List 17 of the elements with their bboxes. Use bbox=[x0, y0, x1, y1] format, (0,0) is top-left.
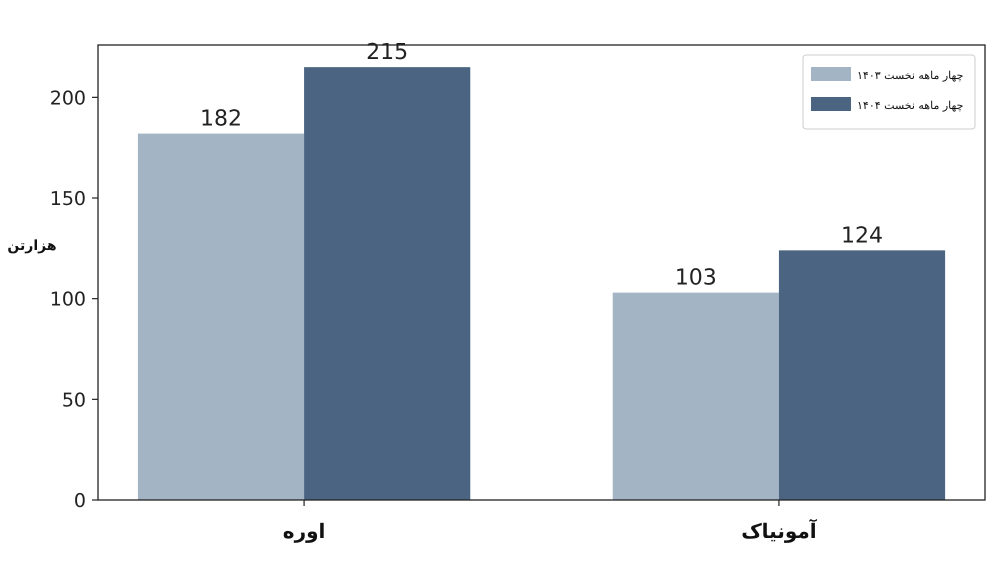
data-label: 103 bbox=[674, 266, 717, 291]
bar bbox=[612, 292, 779, 500]
x-tick-label: آمونیاک bbox=[741, 518, 818, 543]
y-axis-title: هزارتن bbox=[7, 238, 57, 254]
bar bbox=[304, 67, 470, 500]
data-label: 182 bbox=[200, 106, 242, 132]
y-tick-label: 0 bbox=[74, 490, 86, 512]
x-tick-label: اوره bbox=[282, 519, 326, 543]
y-tick-label: 50 bbox=[62, 389, 86, 412]
bar bbox=[778, 250, 946, 500]
y-tick-label: 200 bbox=[50, 87, 86, 110]
legend-label: چهار ماهه نخست ۱۴۰۴ bbox=[857, 99, 964, 112]
y-tick-label: 100 bbox=[50, 288, 86, 311]
bar bbox=[138, 134, 304, 500]
data-label: 124 bbox=[841, 223, 884, 248]
y-tick-label: 150 bbox=[50, 188, 86, 210]
legend-label: چهار ماهه نخست ۱۴۰۳ bbox=[857, 69, 964, 82]
